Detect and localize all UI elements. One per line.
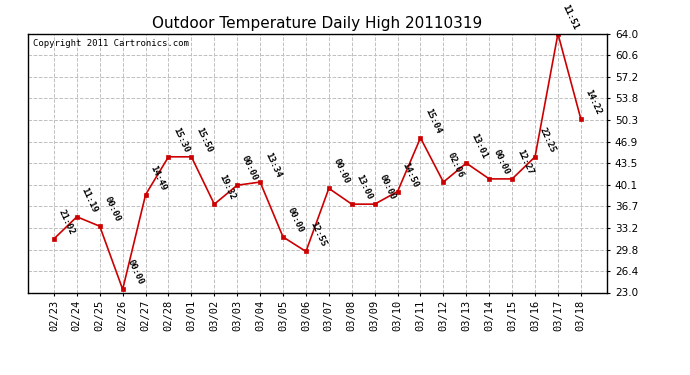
Text: 00:00: 00:00 xyxy=(103,195,122,223)
Title: Outdoor Temperature Daily High 20110319: Outdoor Temperature Daily High 20110319 xyxy=(152,16,482,31)
Text: 13:34: 13:34 xyxy=(263,151,282,179)
Text: 21:02: 21:02 xyxy=(57,208,76,236)
Text: 00:00: 00:00 xyxy=(377,173,397,201)
Text: 00:00: 00:00 xyxy=(286,206,306,234)
Text: 12:27: 12:27 xyxy=(515,148,535,176)
Text: 12:55: 12:55 xyxy=(308,220,328,249)
Text: 15:50: 15:50 xyxy=(194,126,214,154)
Text: 14:49: 14:49 xyxy=(148,164,168,192)
Text: 13:01: 13:01 xyxy=(469,132,489,160)
Text: 00:00: 00:00 xyxy=(332,158,351,186)
Text: 00:00: 00:00 xyxy=(492,148,511,176)
Text: 13:00: 13:00 xyxy=(355,173,374,201)
Text: 00:00: 00:00 xyxy=(240,154,259,182)
Text: 02:06: 02:06 xyxy=(446,151,466,179)
Text: 19:32: 19:32 xyxy=(217,173,237,201)
Text: Copyright 2011 Cartronics.com: Copyright 2011 Cartronics.com xyxy=(33,39,189,48)
Text: 15:30: 15:30 xyxy=(171,126,190,154)
Text: 22:25: 22:25 xyxy=(538,126,558,154)
Text: 11:51: 11:51 xyxy=(561,3,580,31)
Text: 15:04: 15:04 xyxy=(423,107,443,135)
Text: 14:50: 14:50 xyxy=(400,160,420,189)
Text: 00:00: 00:00 xyxy=(126,258,145,286)
Text: 14:22: 14:22 xyxy=(584,88,603,116)
Text: 11:19: 11:19 xyxy=(79,186,99,214)
